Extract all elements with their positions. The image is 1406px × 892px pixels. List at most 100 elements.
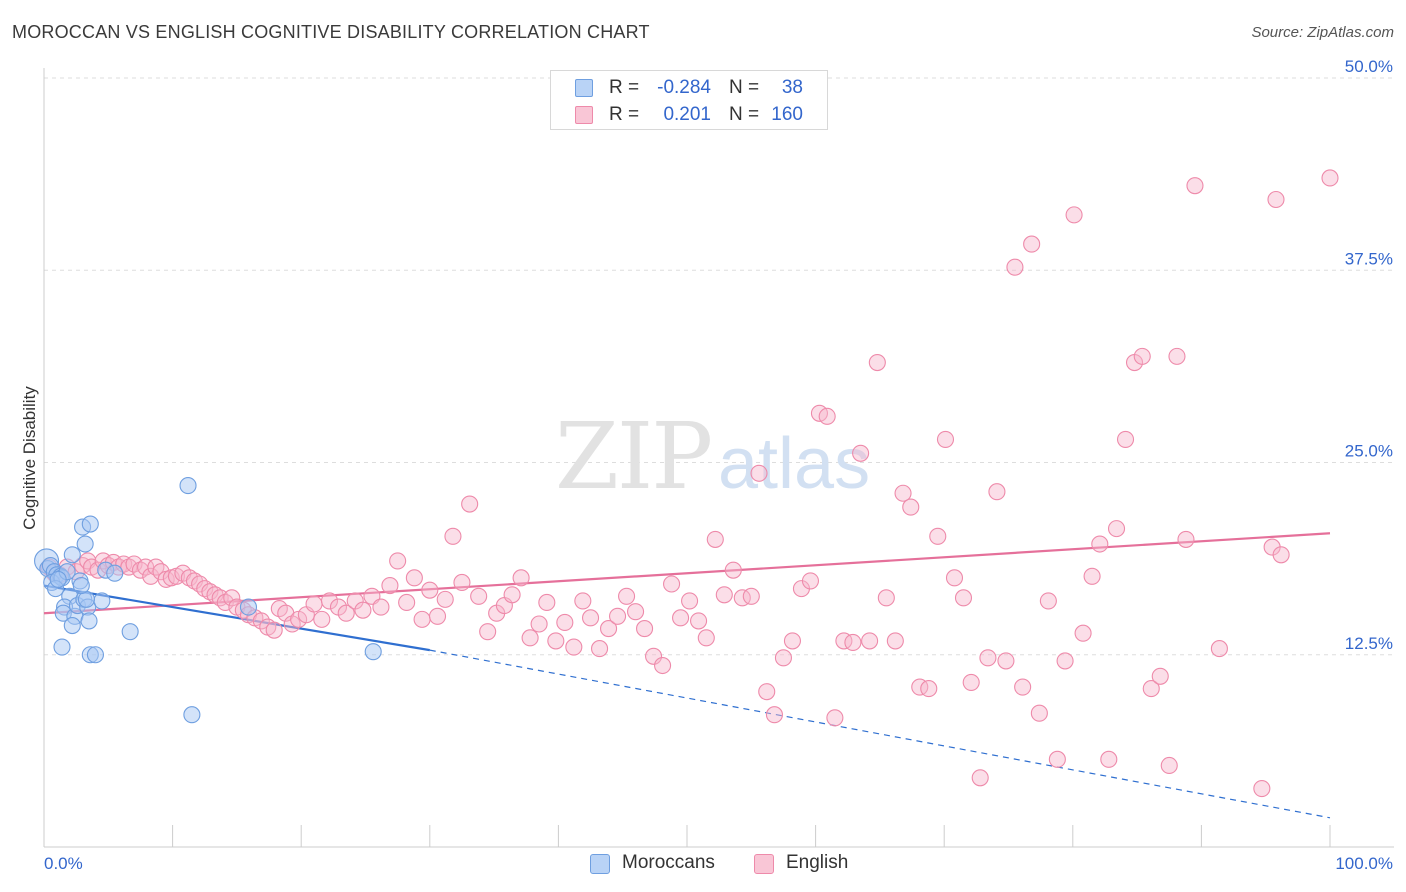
y-tick-label: 37.5%: [1345, 249, 1393, 268]
english-point: [147, 558, 165, 576]
english-point: [877, 589, 895, 607]
n-label: N =: [729, 104, 760, 125]
y-axis-label: Cognitive Disability: [20, 386, 39, 530]
source-label: Source: ZipAtlas.com: [1251, 24, 1394, 41]
english-point: [724, 561, 742, 579]
moroccan-point: [76, 535, 94, 553]
moroccan-point: [86, 646, 104, 664]
n-value: 160: [771, 104, 803, 125]
english-point: [1168, 347, 1186, 365]
english-point: [783, 632, 802, 650]
english-point: [211, 589, 229, 607]
legend-row-moroccans: R = -0.284 N = 38: [551, 75, 827, 101]
moroccan-point: [121, 623, 139, 641]
english-point: [180, 569, 198, 587]
english-point: [1091, 535, 1109, 553]
english-point: [470, 587, 488, 605]
watermark: ZIP atlas: [555, 403, 870, 510]
english-point: [461, 495, 479, 513]
english-point: [398, 593, 416, 612]
r-value: -0.284: [657, 77, 711, 98]
english-point: [600, 620, 618, 638]
trend-lines: [43, 532, 1331, 819]
english-point: [305, 595, 323, 613]
moroccan-point: [183, 706, 201, 724]
english-point: [697, 629, 715, 647]
legend-label: Moroccans: [622, 852, 715, 873]
x-tick-label: 0.0%: [44, 854, 83, 873]
english-point: [945, 569, 964, 587]
english-point: [1100, 750, 1118, 768]
moroccan-point: [93, 592, 111, 610]
english-point: [742, 587, 760, 605]
moroccan-point: [53, 638, 71, 656]
english-point: [962, 673, 980, 691]
english-point: [444, 527, 462, 545]
english-point: [521, 629, 539, 647]
english-point: [902, 498, 920, 516]
english-point: [479, 623, 497, 641]
english-point: [372, 598, 390, 616]
english-point: [313, 610, 331, 628]
r-label: R =: [609, 104, 640, 125]
legend-row-english: R = 0.201 N = 160: [551, 102, 827, 128]
english-point: [627, 603, 645, 621]
english-point: [936, 430, 955, 448]
english-point: [920, 680, 938, 698]
english-point: [1321, 169, 1339, 187]
english-point: [428, 607, 447, 625]
english-point: [852, 444, 870, 462]
r-label: R =: [609, 77, 640, 98]
english-point: [512, 569, 530, 587]
english-point: [137, 558, 155, 576]
english-point: [320, 592, 339, 610]
moroccan-point: [106, 564, 124, 582]
english-point: [503, 586, 521, 604]
english-point: [672, 609, 690, 627]
english-point: [1030, 704, 1048, 722]
english-point: [1107, 520, 1126, 538]
english-point: [223, 589, 241, 607]
english-point: [1160, 756, 1178, 775]
english-point: [1006, 258, 1024, 276]
legend-swatch-blue: [575, 79, 593, 97]
english-point: [886, 632, 904, 650]
english-point: [565, 638, 583, 656]
english-point: [530, 615, 548, 633]
moroccan-points: [34, 477, 382, 724]
moroccan-point: [239, 598, 258, 616]
english-point: [988, 483, 1006, 501]
english-point: [1074, 624, 1092, 642]
tick-labels: 12.5% 25.0% 37.5% 50.0% 0.0% 100.0%: [44, 57, 1393, 873]
english-point: [196, 580, 214, 598]
english-point: [894, 484, 912, 502]
n-value: 38: [781, 77, 803, 98]
english-point: [861, 632, 879, 650]
english-point: [765, 706, 783, 724]
legend-swatch-pink: [575, 106, 593, 124]
english-point: [547, 632, 565, 650]
moroccan-trend-extension: [429, 649, 1331, 819]
english-point: [1186, 177, 1204, 195]
english-point: [405, 569, 423, 587]
english-point: [1272, 546, 1290, 564]
english-point: [750, 464, 768, 482]
english-point: [690, 612, 708, 630]
english-point: [1253, 780, 1271, 798]
moroccan-point: [80, 612, 98, 630]
english-point: [252, 612, 270, 630]
english-point: [453, 573, 471, 592]
english-point: [663, 575, 681, 593]
moroccan-point: [179, 477, 197, 495]
english-point: [1023, 235, 1041, 253]
english-point: [818, 407, 836, 425]
english-point: [1267, 190, 1285, 209]
english-point: [997, 652, 1015, 670]
english-point: [826, 709, 844, 727]
english-point: [609, 607, 627, 625]
english-point: [971, 769, 989, 787]
english-point: [421, 581, 439, 599]
n-label: N =: [729, 77, 760, 98]
english-point: [1116, 430, 1135, 448]
moroccan-point: [63, 546, 81, 564]
